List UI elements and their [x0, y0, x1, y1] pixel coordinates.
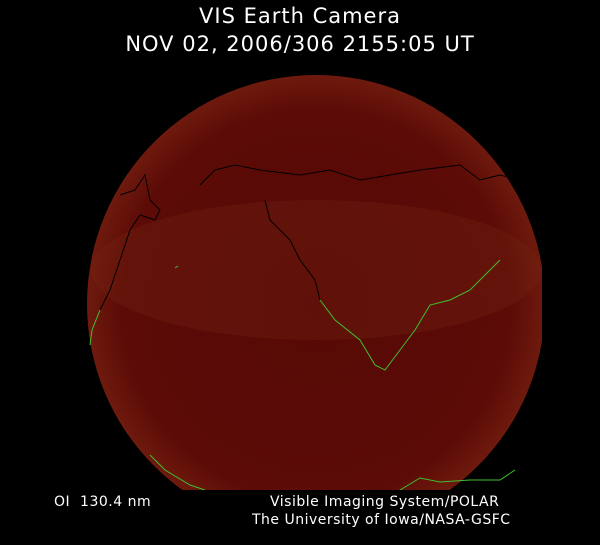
wavelength-label: OI 130.4 nm	[54, 494, 152, 510]
image-title: VIS Earth Camera	[199, 4, 401, 28]
coastline-day	[89, 259, 516, 490]
coastline-night	[99, 164, 531, 311]
institution-label: The University of Iowa/NASA-GSFC	[252, 512, 511, 528]
instrument-label: Visible Imaging System/POLAR	[270, 494, 500, 510]
observation-timestamp: NOV 02, 2006/306 2155:05 UT	[125, 32, 475, 56]
airglow-band	[91, 200, 541, 340]
earth-disc	[87, 75, 542, 490]
